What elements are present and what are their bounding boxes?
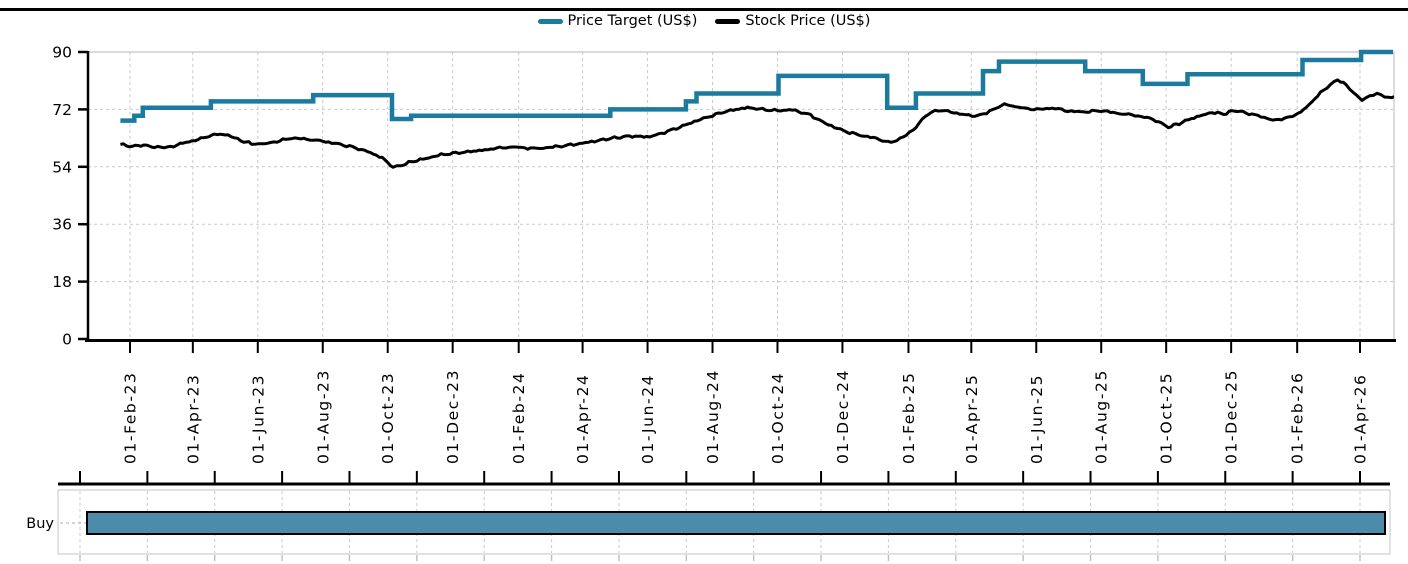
- x-axis-tick-label: 01-Dec-24: [834, 369, 852, 464]
- chart-legend: Price Target (US$) Stock Price (US$): [0, 13, 1408, 29]
- stock-price-swatch-icon: [715, 18, 741, 24]
- x-axis-tick-label: 01-Jun-24: [639, 374, 657, 464]
- stock-price-line: [120, 78, 1394, 169]
- x-axis-tick-label: 01-Jun-23: [249, 374, 267, 464]
- legend-label: Stock Price (US$): [745, 13, 871, 29]
- x-axis-tick-label: 01-Feb-24: [510, 372, 528, 464]
- legend-item-price-target: Price Target (US$): [537, 13, 698, 29]
- price-target-line: [120, 49, 1393, 123]
- x-axis-tick-label: 01-Apr-25: [963, 373, 981, 464]
- x-axis-tick-label: 01-Feb-26: [1289, 372, 1307, 464]
- x-axis-tick-label: 01-Dec-25: [1223, 369, 1241, 464]
- x-axis-tick-label: 01-Oct-24: [769, 372, 787, 464]
- x-axis-tick-label: 01-Apr-26: [1352, 373, 1370, 464]
- y-axis-tick-label: 72: [52, 101, 72, 119]
- x-axis: 01-Feb-23 01-Apr-23 01-Jun-23 01-Aug-23 01-O…: [122, 342, 1370, 464]
- y-axis-tick-label: 90: [52, 44, 72, 62]
- y-axis: 0 18 36 54 72 90: [52, 44, 88, 349]
- rating-band: Buy: [26, 471, 1391, 561]
- x-axis-tick-label: 01-Aug-23: [314, 369, 332, 464]
- x-axis-tick-label: 01-Feb-23: [122, 372, 140, 464]
- rating-label: Buy: [26, 516, 54, 532]
- legend-item-stock-price: Stock Price (US$): [715, 13, 870, 29]
- y-axis-tick-label: 0: [62, 331, 72, 349]
- x-axis-tick-label: 01-Aug-25: [1093, 369, 1111, 464]
- x-axis-tick-label: 01-Apr-24: [574, 373, 592, 464]
- y-axis-tick-label: 54: [52, 158, 72, 176]
- price-target-swatch-icon: [537, 18, 563, 24]
- legend-label: Price Target (US$): [567, 13, 698, 29]
- buy-rating-bar: [86, 511, 1386, 535]
- x-axis-tick-label: 01-Oct-23: [379, 372, 397, 464]
- x-axis-tick-label: 01-Apr-23: [184, 373, 202, 464]
- x-axis-tick-label: 01-Feb-25: [900, 372, 918, 464]
- y-axis-tick-label: 36: [52, 216, 72, 234]
- x-axis-tick-label: 01-Aug-24: [704, 369, 722, 464]
- x-axis-tick-label: 01-Jun-25: [1028, 374, 1046, 464]
- x-axis-tick-label: 01-Oct-25: [1158, 372, 1176, 464]
- top-divider-line: [0, 8, 1408, 11]
- x-axis-tick-label: 01-Dec-23: [444, 369, 462, 464]
- y-axis-tick-label: 18: [52, 273, 72, 291]
